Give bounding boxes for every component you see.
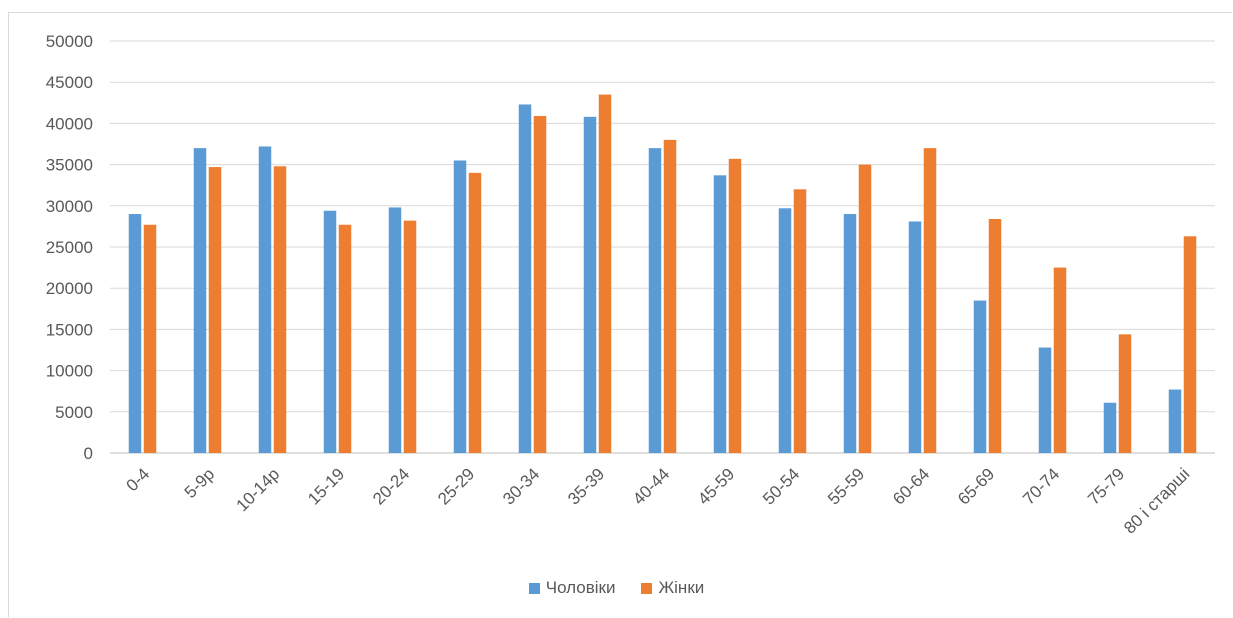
x-tick-label: 70-74 [1019,464,1063,508]
bar-women [1183,236,1197,453]
bar-men [713,175,727,453]
legend-swatch-women [641,582,653,594]
bar-women [338,224,352,453]
x-tick-label: 5-9р [181,464,218,501]
y-axis-ticks: 0 5000 10000 15000 20000 25000 30000 35000 40000… [46,32,93,463]
legend-item-women: Жінки [641,578,704,598]
bar-men [973,300,987,453]
x-tick-label: 0-4 [123,464,154,495]
chart-frame [8,12,1232,617]
bar-women [1053,267,1067,453]
bar-women [533,115,547,453]
bar-women [273,166,287,454]
bar-men [388,207,402,453]
bar-men [583,116,597,454]
y-tick-label: 30000 [46,197,93,216]
bar-men [453,160,467,454]
bar-women [663,139,677,453]
legend-label-women: Жінки [658,578,705,597]
bar-men [518,104,532,453]
bar-women [143,224,157,453]
legend-label-men: Чоловіки [545,578,616,597]
y-tick-label: 15000 [46,320,93,339]
y-tick-label: 5000 [55,403,93,422]
legend: Чоловіки Жінки [0,578,1233,598]
y-tick-label: 45000 [46,73,93,92]
bar-women [988,218,1002,453]
x-axis-ticks: 0-4 5-9р 10-14р 15-19 20-24 25-29 30-34 35-39 40… [123,464,1194,537]
x-tick-label: 10-14р [232,464,283,515]
x-tick-label: 20-24 [369,464,413,508]
x-tick-label: 50-54 [759,464,803,508]
bar-men [843,214,857,453]
y-tick-label: 50000 [46,32,93,51]
y-tick-label: 10000 [46,362,93,381]
legend-item-men: Чоловіки [528,578,616,598]
bar-women [403,220,417,453]
x-tick-label: 60-64 [889,464,933,508]
x-tick-label: 15-19 [304,464,348,508]
bar-women [728,158,742,453]
x-tick-label: 75-79 [1084,464,1128,508]
bar-men [193,148,207,453]
bar-men [1168,389,1182,453]
bar-men [778,208,792,453]
x-tick-label: 35-39 [564,464,608,508]
bar-men [908,221,922,453]
y-tick-label: 20000 [46,279,93,298]
bars [128,94,1197,454]
y-tick-label: 25000 [46,238,93,257]
gridlines [110,40,1215,454]
bar-men [1103,402,1117,453]
x-tick-label: 65-69 [954,464,998,508]
bar-men [648,148,662,453]
bar-women [598,94,612,453]
legend-swatch-men [528,582,540,594]
bar-women [923,148,937,453]
bar-women [468,172,482,453]
x-tick-label: 30-34 [499,464,543,508]
x-tick-label: 40-44 [629,464,673,508]
bar-women [208,167,222,453]
y-tick-label: 40000 [46,114,93,133]
bar-men [258,146,272,454]
x-tick-label: 25-29 [434,464,478,508]
bar-men [128,214,142,453]
bar-men [1038,347,1052,453]
y-tick-label: 35000 [46,156,93,175]
bar-women [858,164,872,453]
bar-women [1118,334,1132,453]
bar-women [793,189,807,453]
y-tick-label: 0 [84,444,93,463]
x-tick-label: 80 і старші [1120,464,1193,537]
bar-men [323,210,337,453]
x-tick-label: 55-59 [824,464,868,508]
x-tick-label: 45-59 [694,464,738,508]
